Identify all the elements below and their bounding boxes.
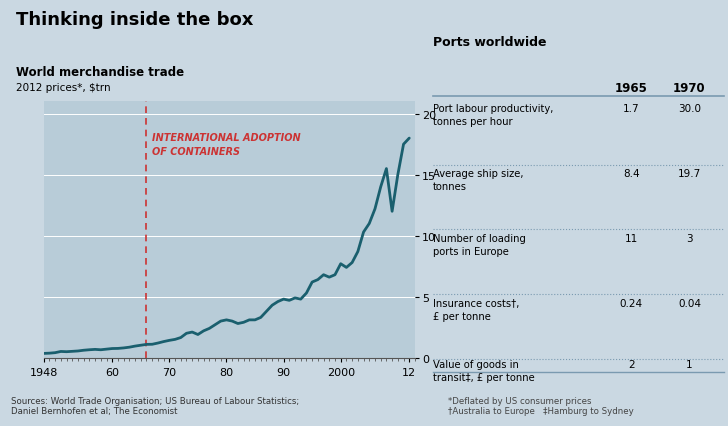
Text: Insurance costs†,
£ per tonne: Insurance costs†, £ per tonne xyxy=(433,298,520,321)
Text: 30.0: 30.0 xyxy=(678,104,701,114)
Text: 3: 3 xyxy=(686,233,693,243)
Text: 1.7: 1.7 xyxy=(623,104,639,114)
Text: 0.04: 0.04 xyxy=(678,298,701,308)
Text: Sources: World Trade Organisation; US Bureau of Labour Statistics;
Daniel Bernho: Sources: World Trade Organisation; US Bu… xyxy=(11,396,299,415)
Text: Thinking inside the box: Thinking inside the box xyxy=(16,11,253,29)
Text: 0.24: 0.24 xyxy=(620,298,643,308)
Text: 1: 1 xyxy=(686,359,693,369)
Text: 2: 2 xyxy=(628,359,635,369)
Text: Ports worldwide: Ports worldwide xyxy=(433,36,547,49)
Text: Average ship size,
tonnes: Average ship size, tonnes xyxy=(433,169,523,192)
Text: 19.7: 19.7 xyxy=(678,169,701,179)
Text: 8.4: 8.4 xyxy=(623,169,639,179)
Text: *Deflated by US consumer prices
†Australia to Europe   ‡Hamburg to Sydney: *Deflated by US consumer prices †Austral… xyxy=(448,396,633,415)
Text: 2012 prices*, $trn: 2012 prices*, $trn xyxy=(16,83,111,93)
Text: 1970: 1970 xyxy=(673,81,705,95)
Text: Port labour productivity,
tonnes per hour: Port labour productivity, tonnes per hou… xyxy=(433,104,553,127)
Text: World merchandise trade: World merchandise trade xyxy=(16,66,184,79)
Text: INTERNATIONAL ADOPTION
OF CONTAINERS: INTERNATIONAL ADOPTION OF CONTAINERS xyxy=(152,132,301,157)
Text: 11: 11 xyxy=(625,233,638,243)
Text: Number of loading
ports in Europe: Number of loading ports in Europe xyxy=(433,233,526,256)
Text: Value of goods in
transit‡, £ per tonne: Value of goods in transit‡, £ per tonne xyxy=(433,359,535,382)
Text: 1965: 1965 xyxy=(614,81,648,95)
